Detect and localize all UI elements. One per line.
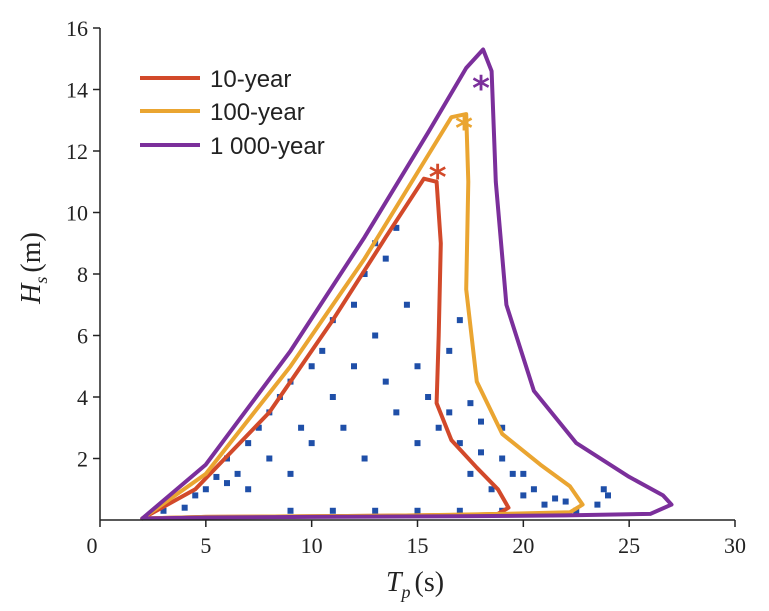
- scatter-point-42: [467, 400, 474, 407]
- scatter-point-19: [319, 347, 326, 354]
- x-axis-unit: (s): [415, 567, 445, 598]
- legend-label-1000-year: 1 000-year: [210, 133, 325, 160]
- scatter-point-45: [478, 418, 484, 425]
- x-tick-label-25: 25: [618, 533, 640, 558]
- scatter-point-29: [382, 378, 389, 385]
- legend-label-100-year: 100-year: [210, 99, 305, 126]
- y-tick-label-14: 14: [66, 78, 88, 103]
- scatter-point-51: [520, 492, 527, 499]
- legend-label-10-year: 10-year: [210, 66, 291, 93]
- scatter-point-52: [530, 486, 537, 493]
- y-tick-label-12: 12: [66, 139, 88, 164]
- y-tick-label-2: 2: [77, 447, 88, 472]
- scatter-point-53: [541, 501, 548, 508]
- y-tick-label-6: 6: [77, 324, 88, 349]
- y-tick-label-10: 10: [66, 201, 88, 226]
- scatter-point-17: [308, 363, 315, 370]
- scatter-point-35: [414, 440, 421, 447]
- scatter-point-30: [382, 255, 389, 262]
- scatter-point-34: [414, 363, 421, 370]
- scatter-point-10: [255, 424, 262, 431]
- scatter-point-58: [600, 486, 607, 493]
- scatter-point-46: [488, 486, 495, 493]
- x-axis-title: Tp (s): [386, 567, 444, 602]
- scatter-point-16: [298, 424, 305, 431]
- scatter-point-44: [478, 449, 484, 456]
- scatter-point-7: [234, 470, 241, 477]
- scatter-point-0: [160, 507, 167, 514]
- scatter-point-27: [372, 332, 379, 339]
- scatter-point-1: [181, 504, 188, 511]
- design-point-star-1000-year: *: [472, 69, 490, 109]
- scatter-point-49: [509, 470, 516, 477]
- x-tick-label-15: 15: [407, 533, 429, 558]
- axes: 0 5 10 15 20 25 30 2 4 6 8 10 12 14 16: [66, 16, 746, 558]
- scatter-point-2: [192, 492, 199, 499]
- scatter-point-64: [456, 507, 463, 514]
- scatter-point-4: [213, 473, 220, 480]
- contour-line-10-year: [140, 176, 511, 521]
- y-axis-subscript: s: [31, 277, 51, 284]
- scatter-point-31: [393, 224, 400, 231]
- scatter-point-37: [435, 424, 442, 431]
- y-tick-label-16: 16: [66, 16, 88, 41]
- scatter-point-40: [456, 440, 463, 447]
- scatter-point-23: [351, 301, 357, 308]
- scatter-point-47: [499, 455, 506, 462]
- x-tick-label-20: 20: [512, 533, 534, 558]
- x-tick-label-30: 30: [724, 533, 746, 558]
- scatter-point-14: [287, 470, 294, 477]
- scatter-point-33: [403, 301, 410, 308]
- scatter-point-43: [467, 470, 474, 477]
- scatter-point-57: [594, 501, 601, 508]
- scatter-point-5: [224, 480, 230, 487]
- scatter-point-8: [245, 440, 252, 447]
- contour-layer: [140, 47, 674, 521]
- y-axis-unit: (m): [16, 232, 47, 272]
- scatter-layer: [160, 224, 611, 514]
- scatter-point-20: [329, 394, 336, 400]
- x-axis-subscript: p: [400, 582, 411, 602]
- contour-line-1000-year: [140, 47, 674, 521]
- scatter-point-60: [287, 507, 294, 514]
- scatter-point-59: [605, 492, 611, 499]
- scatter-point-62: [372, 507, 379, 514]
- scatter-point-22: [340, 424, 347, 431]
- scatter-point-41: [456, 317, 463, 324]
- x-tick-label-10: 10: [301, 533, 323, 558]
- scatter-point-18: [308, 440, 315, 447]
- y-tick-label-8: 8: [77, 262, 88, 287]
- scatter-point-48: [499, 424, 506, 431]
- x-tick-label-0: 0: [87, 533, 98, 558]
- y-axis-title: Hs (m): [16, 232, 51, 305]
- scatter-point-25: [361, 455, 368, 462]
- design-point-star-100-year: *: [455, 109, 473, 149]
- scatter-point-39: [446, 347, 453, 354]
- scatter-point-36: [425, 394, 432, 400]
- y-tick-label-4: 4: [77, 385, 88, 410]
- scatter-point-54: [552, 495, 559, 502]
- legend: 10-year 100-year 1 000-year: [140, 66, 325, 160]
- scatter-point-55: [562, 498, 569, 505]
- scatter-point-24: [351, 363, 357, 370]
- design-point-markers: ***: [429, 69, 490, 198]
- scatter-point-61: [329, 507, 336, 514]
- scatter-point-32: [393, 409, 400, 416]
- scatter-point-9: [245, 486, 252, 493]
- scatter-point-63: [414, 507, 421, 514]
- scatter-point-3: [202, 486, 209, 493]
- scatter-point-50: [520, 470, 527, 477]
- x-tick-label-5: 5: [200, 533, 211, 558]
- scatter-point-11: [266, 455, 273, 462]
- design-point-star-10-year: *: [429, 158, 447, 198]
- scatter-point-38: [446, 409, 453, 416]
- y-axis-symbol: H: [16, 282, 47, 305]
- x-axis-symbol: T: [386, 567, 404, 598]
